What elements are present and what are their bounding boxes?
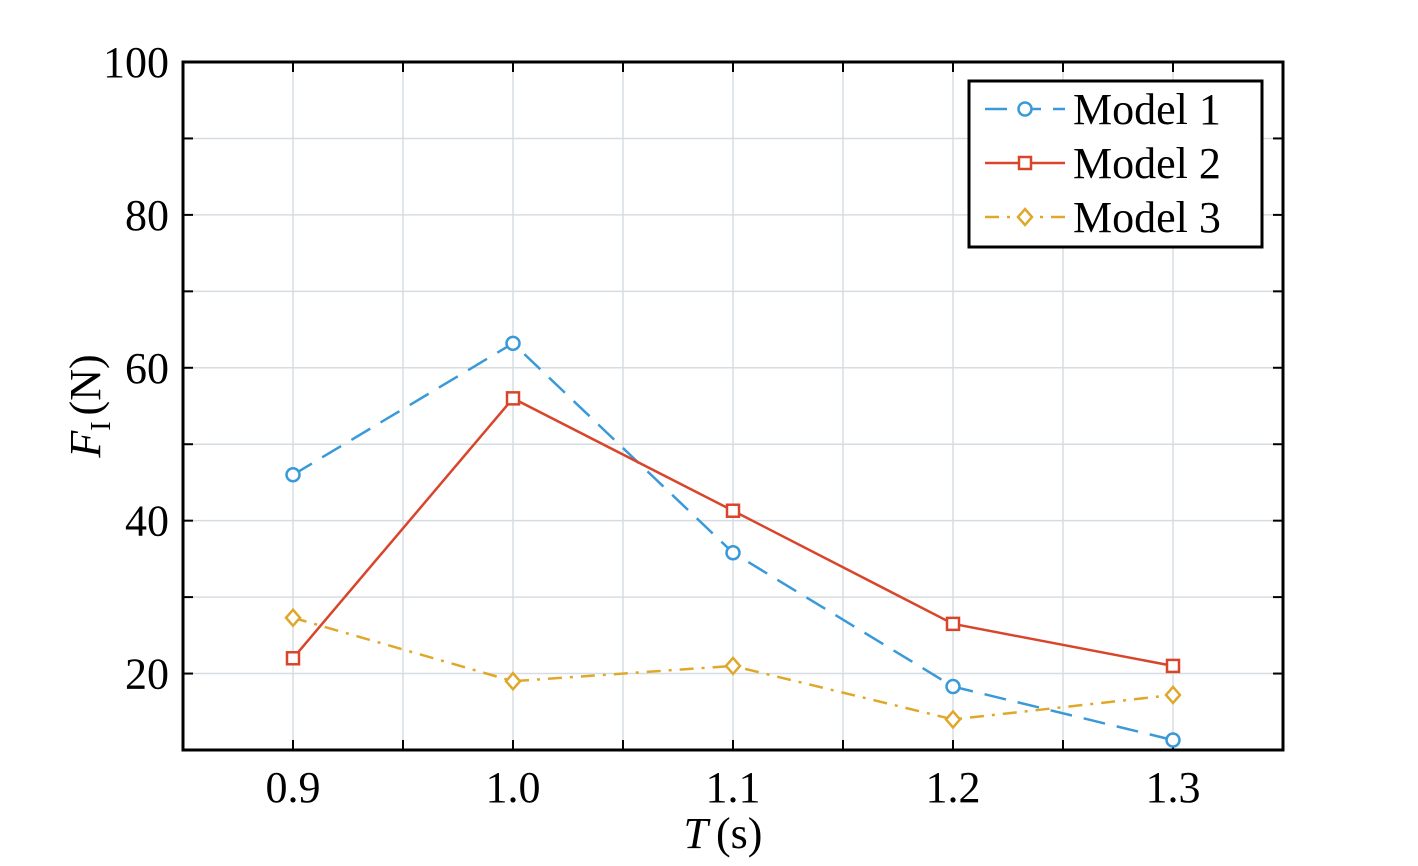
legend-label: Model 1 [1073,85,1221,134]
plot-area-frame [181,60,1285,752]
y-axis-symbol: F [61,430,110,459]
legend: Model 1 Model 2 Model 3 [967,79,1264,249]
x-tick-label: 1.1 [706,763,761,812]
data-point-diamond [284,607,302,628]
data-point-circle [505,335,521,352]
y-axis-label: FI (N) [61,354,117,458]
y-tick-label: 60 [125,344,169,393]
x-axis-symbol: T [684,809,712,858]
y-tick-label: 40 [125,497,169,546]
tick-labels: 0.9 1.0 1.1 1.2 1.3 20 40 60 80 100 [103,38,1201,812]
data-point-square [505,391,521,406]
legend-item-3: Model 3 [985,193,1221,242]
axis-ticks [183,62,1283,750]
data-point-square [945,616,961,632]
data-point-circle [1165,732,1181,748]
y-tick-label: 80 [125,191,169,240]
data-point-circle [945,678,961,695]
series-layer [284,335,1182,748]
y-tick-label: 20 [125,650,169,699]
legend-item-1: Model 1 [985,85,1221,134]
legend-marker-diamond [1016,207,1034,227]
legend-label: Model 3 [1073,193,1221,242]
legend-marker-square [1017,155,1033,171]
data-point-square [1165,658,1181,674]
series-3 [284,607,1182,730]
x-axis-unit: (s) [716,809,762,858]
x-axis-label: T (s) [684,809,763,858]
data-point-diamond [504,671,522,692]
x-tick-label: 0.9 [266,763,321,812]
y-axis-unit: (N) [61,354,110,415]
data-point-square [285,651,301,666]
data-point-square [725,503,741,518]
x-tick-label: 1.3 [1146,763,1201,812]
data-point-diamond [1164,685,1182,705]
series-line-3 [292,616,1174,721]
data-point-circle [725,545,741,561]
series-1 [285,335,1181,748]
legend-item-2: Model 2 [985,139,1221,188]
y-tick-label: 100 [103,38,169,87]
grid-lines [183,62,1283,750]
data-point-diamond [944,709,962,730]
data-point-circle [285,467,301,483]
x-tick-label: 1.2 [926,763,981,812]
legend-label: Model 2 [1073,139,1221,188]
legend-marker-circle [1017,101,1033,117]
y-axis-subscript: I [86,421,117,430]
x-tick-label: 1.0 [486,763,541,812]
series-2 [285,391,1181,674]
data-point-diamond [724,656,742,676]
